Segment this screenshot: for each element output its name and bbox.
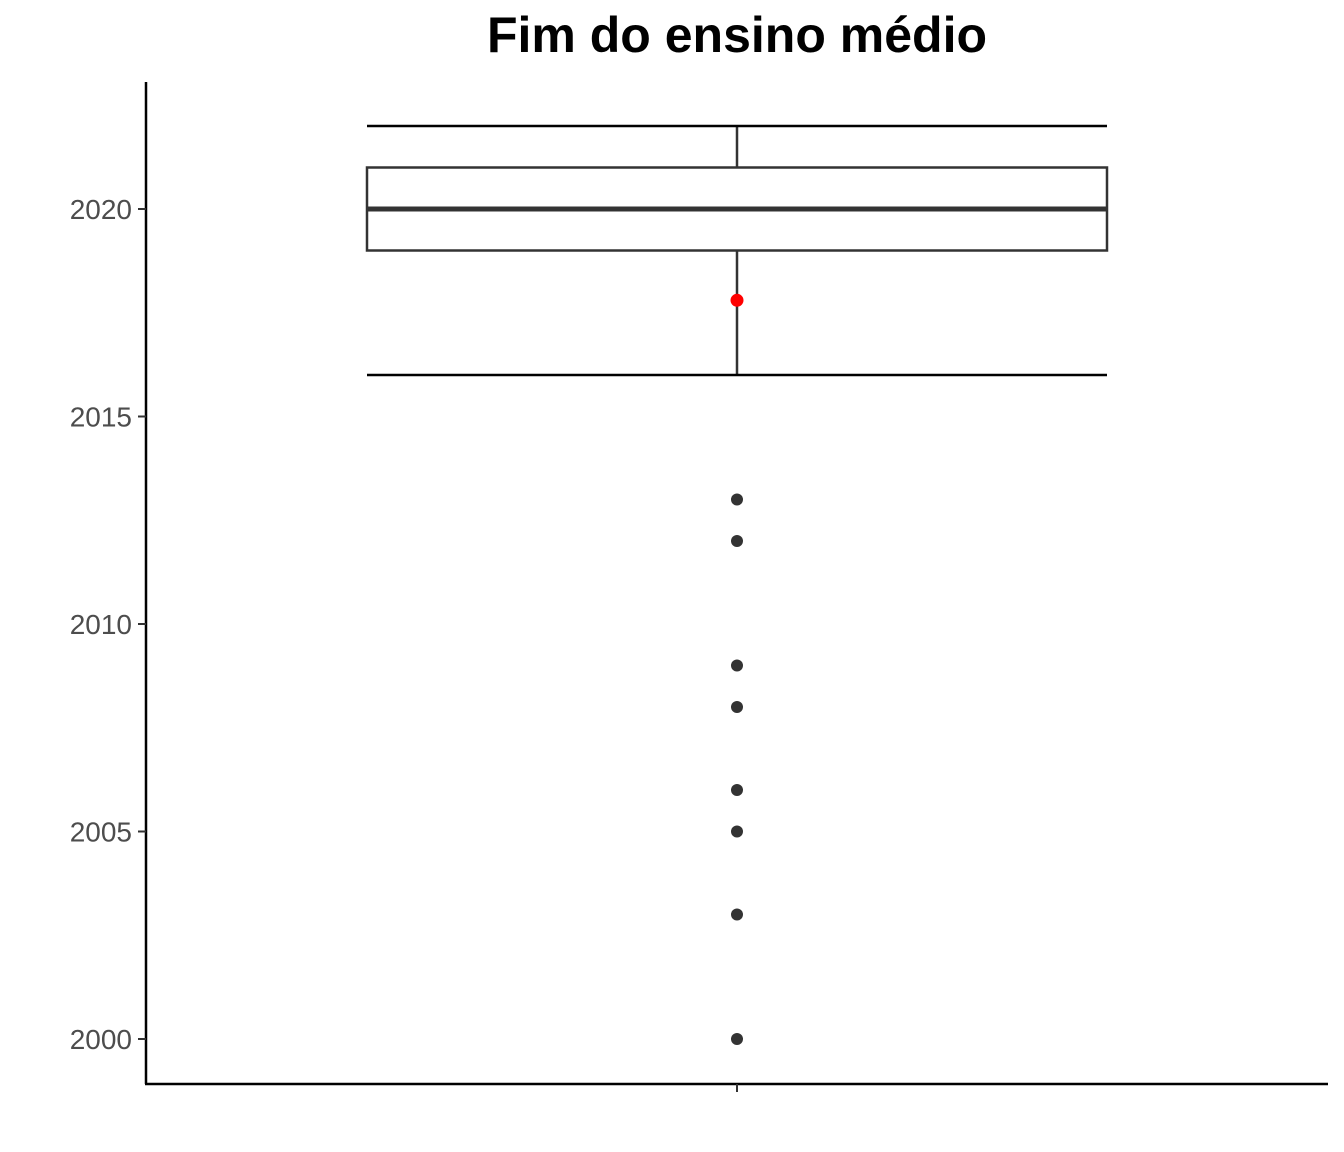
outlier-point (731, 535, 743, 547)
y-tick-label: 2010 (70, 609, 132, 640)
y-tick-label: 2015 (70, 402, 132, 433)
outlier-point (731, 784, 743, 796)
y-tick-label: 2020 (70, 194, 132, 225)
outlier-point (731, 1033, 743, 1045)
outlier-point (731, 701, 743, 713)
axes (144, 82, 1328, 1092)
y-ticks: 2000 2005 2010 2015 2020 (70, 194, 146, 1055)
y-tick-label: 2000 (70, 1024, 132, 1055)
box-group (365, 124, 1109, 377)
y-tick-label: 2005 (70, 817, 132, 848)
outlier-point (731, 493, 743, 506)
outlier-point (731, 908, 743, 921)
chart-title: Fim do ensino médio (486, 7, 988, 63)
mean-point (730, 293, 744, 307)
outlier-point (731, 659, 743, 672)
points-group (730, 293, 744, 1045)
outlier-point (731, 825, 743, 838)
